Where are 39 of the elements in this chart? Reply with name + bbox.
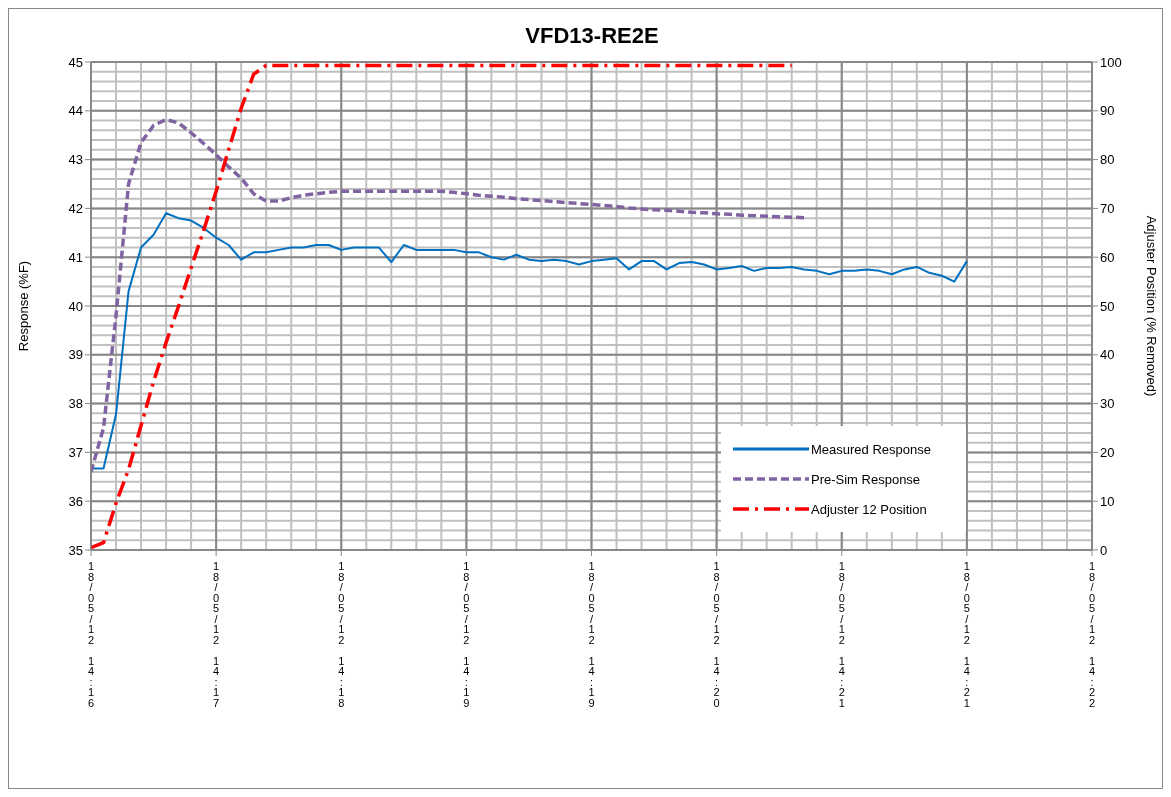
y-tick-label: 38 — [68, 396, 83, 412]
x-tick-label: 18/05/12 14:21 — [835, 560, 848, 707]
legend-label: Adjuster 12 Position — [811, 501, 927, 517]
x-tick-label: 18/05/12 14:16 — [85, 560, 97, 707]
y2-tick-label: 0 — [1100, 542, 1108, 558]
y2-axis-title: Adjuster Position (% Removed) — [1144, 215, 1160, 397]
x-tick-label: 18/05/12 14:19 — [460, 560, 473, 707]
x-tick-label: 18/05/12 14:18 — [335, 560, 348, 707]
legend-label: Pre-Sim Response — [811, 471, 921, 487]
line-series — [91, 212, 968, 470]
y-tick-label: 39 — [68, 347, 83, 363]
y2-tick-label: 70 — [1100, 201, 1115, 217]
y2-tick-label: 50 — [1100, 298, 1115, 314]
y2-tick-label: 100 — [1100, 54, 1122, 70]
x-tick-label: 18/05/12 14:22 — [1086, 560, 1098, 707]
x-tick-label: 18/05/12 14:21 — [960, 560, 973, 707]
legend-label: Measured Response — [811, 441, 931, 457]
y-tick-label: 36 — [68, 493, 83, 509]
y-tick-label: 35 — [68, 542, 83, 558]
y2-tick-label: 20 — [1100, 445, 1115, 461]
x-tick-label: 18/05/12 14:17 — [210, 560, 223, 707]
y-tick-label: 44 — [68, 103, 83, 119]
x-tick-label: 18/05/12 14:19 — [585, 560, 598, 707]
y-axis-title: Response (%F) — [15, 260, 31, 352]
y2-tick-label: 30 — [1100, 396, 1115, 412]
y-tick-label: 41 — [68, 249, 83, 265]
x-tick-label: 18/05/12 14:20 — [710, 560, 723, 707]
y2-tick-label: 90 — [1100, 103, 1115, 119]
chart-title: VFD13-RE2E — [524, 23, 660, 49]
y-tick-label: 37 — [68, 445, 83, 461]
line-series — [91, 117, 806, 474]
y-tick-label: 40 — [68, 298, 83, 314]
y2-tick-label: 60 — [1100, 249, 1115, 265]
y2-tick-label: 40 — [1100, 347, 1115, 363]
y-tick-label: 42 — [68, 201, 83, 217]
y-tick-label: 45 — [68, 54, 83, 70]
y2-tick-label: 80 — [1100, 152, 1115, 168]
y2-tick-label: 10 — [1100, 493, 1115, 509]
y-tick-label: 43 — [68, 152, 83, 168]
